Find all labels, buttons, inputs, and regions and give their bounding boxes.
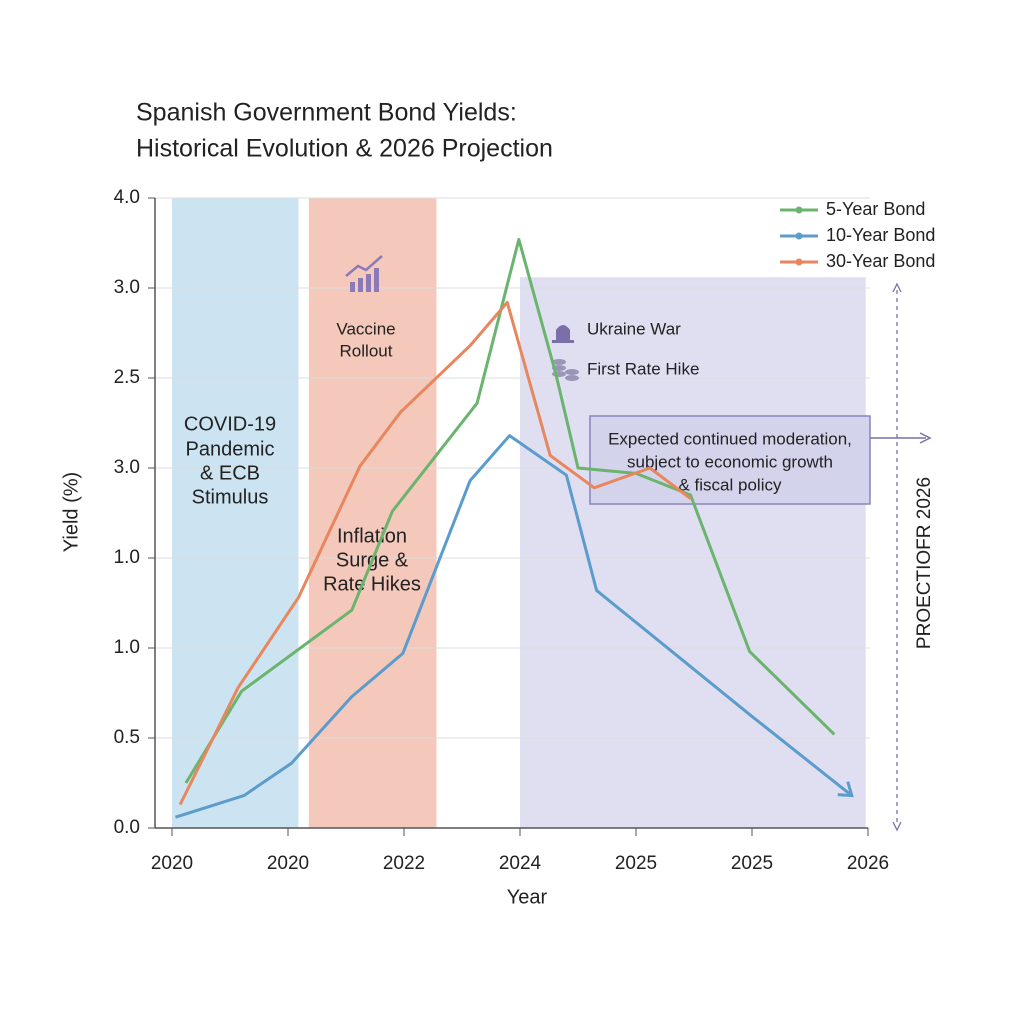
annotation-text: Stimulus bbox=[192, 486, 269, 508]
series-line bbox=[184, 237, 836, 784]
bands bbox=[172, 198, 866, 828]
annotation-text: Pandemic bbox=[186, 438, 275, 460]
x-axis-label: Year bbox=[507, 886, 548, 908]
y-tick-label: 0.0 bbox=[114, 817, 140, 838]
annotation-text: Ukraine War bbox=[587, 319, 681, 338]
annotation-text: Rollout bbox=[340, 341, 393, 360]
chart-icon bbox=[345, 255, 383, 292]
lines bbox=[175, 237, 854, 819]
annotation-text: COVID-19 bbox=[184, 413, 276, 435]
legend-dot bbox=[795, 206, 803, 214]
y-tick-label: 0.5 bbox=[114, 727, 140, 748]
legend-dot bbox=[795, 258, 803, 266]
y-tick-label: 3.0 bbox=[114, 277, 140, 298]
band bbox=[520, 277, 866, 828]
chart-title: Spanish Government Bond Yields: bbox=[136, 99, 517, 127]
series-line bbox=[175, 434, 853, 819]
legend-dot bbox=[795, 232, 803, 240]
band bbox=[172, 198, 299, 828]
annotation-text: Inflation bbox=[337, 525, 407, 547]
x-tick-label: 2020 bbox=[267, 853, 309, 874]
legend-label: 5-Year Bond bbox=[826, 199, 925, 219]
alert-icon bbox=[552, 325, 574, 343]
projection-box bbox=[589, 415, 871, 505]
series-line bbox=[178, 300, 692, 806]
x-tick-label: 2022 bbox=[383, 853, 425, 874]
y-tick-label: 4.0 bbox=[114, 187, 140, 208]
y-tick-label: 1.0 bbox=[114, 637, 140, 658]
annotation: COVID-19 Pandemic & ECB Stimulus bbox=[184, 413, 276, 508]
y-tick-label: 2.5 bbox=[114, 367, 140, 388]
x-tick-label: 2026 bbox=[847, 853, 889, 874]
annotation-text: subject to economic growth bbox=[627, 452, 833, 471]
legend-label: 10-Year Bond bbox=[826, 225, 935, 245]
grid: 0.0 0.5 1.0 1.0 3.0 2.5 3.0 4.0 2020 2020 2022 2024… bbox=[114, 187, 890, 874]
annotation-text: Vaccine bbox=[336, 319, 395, 338]
y-tick-label: 1.0 bbox=[114, 547, 140, 568]
legend: 5-Year Bond 10-Year Bond 30-Year Bond bbox=[780, 199, 935, 271]
projection-label: PROECTIOFR 2026 bbox=[914, 477, 935, 649]
annotation-text: & ECB bbox=[200, 462, 260, 484]
band bbox=[308, 198, 437, 828]
x-tick-label: 2025 bbox=[731, 853, 773, 874]
arrow-head bbox=[919, 432, 932, 444]
x-tick-label: 2024 bbox=[499, 853, 542, 874]
y-axis-label: Yield (%) bbox=[60, 472, 82, 552]
annotation-text: Expected continued moderation, bbox=[608, 429, 852, 448]
projection-arrows bbox=[892, 282, 902, 832]
x-tick-label: 2020 bbox=[151, 853, 193, 874]
y-tick-label: 3.0 bbox=[114, 457, 140, 478]
annotation-text: & fiscal policy bbox=[679, 475, 782, 494]
legend-label: 30-Year Bond bbox=[826, 251, 935, 271]
annotation-text: Rate Hikes bbox=[323, 573, 421, 595]
x-tick-label: 2025 bbox=[615, 853, 657, 874]
annotation-text: First Rate Hike bbox=[587, 359, 699, 378]
chart-title: Historical Evolution & 2026 Projection bbox=[136, 135, 553, 163]
arrow-head bbox=[837, 781, 854, 798]
